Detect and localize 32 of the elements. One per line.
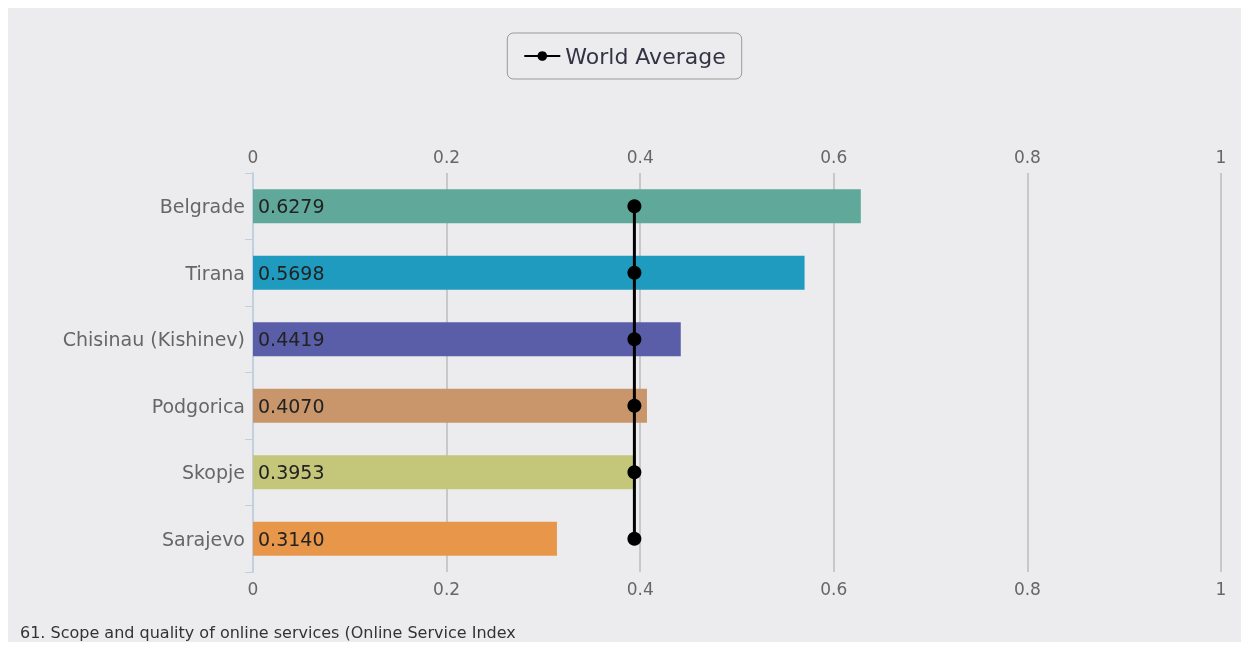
y-tick-label: Podgorica: [151, 394, 245, 417]
x2-tick-label: 0: [247, 146, 259, 167]
data-label: 0.6279: [258, 195, 325, 218]
text: 61. Scope and quality of online services (Online Service Index: [20, 622, 516, 642]
bar: [253, 521, 557, 556]
x2-tick-label: 0.6: [820, 146, 848, 167]
bar: [253, 255, 805, 290]
x2-tick-label: 0.2: [433, 146, 461, 167]
data-label: 0.3140: [258, 527, 325, 550]
bar: [253, 189, 861, 224]
legend-label: World Average: [565, 43, 726, 69]
x2-tick-label: 0.4: [626, 146, 654, 167]
y-tick-label: Chisinau (Kishinev): [62, 328, 245, 351]
y-tick-label: Tirana: [184, 261, 245, 284]
x-tick-label: 0.6: [820, 578, 848, 599]
bar: [253, 322, 681, 357]
bar: [253, 388, 647, 423]
x-tick-label: 0.4: [626, 578, 654, 599]
bar: [253, 455, 636, 490]
data-label: 0.4419: [258, 328, 325, 351]
x-tick-label: 0: [247, 578, 259, 599]
x2-tick-label: 1: [1215, 146, 1227, 167]
x-tick-label: 0.8: [1013, 578, 1041, 599]
y-tick-label: Sarajevo: [162, 527, 245, 550]
y-tick-label: Belgrade: [159, 195, 245, 218]
x2-tick-label: 0.8: [1013, 146, 1041, 167]
x-tick-label: 0.2: [433, 578, 461, 599]
y-tick-label: Skopje: [181, 461, 245, 484]
data-label: 0.5698: [258, 261, 325, 284]
data-label: 0.3953: [258, 461, 325, 484]
data-label: 0.4070: [258, 394, 325, 417]
x-tick-label: 1: [1215, 578, 1227, 599]
